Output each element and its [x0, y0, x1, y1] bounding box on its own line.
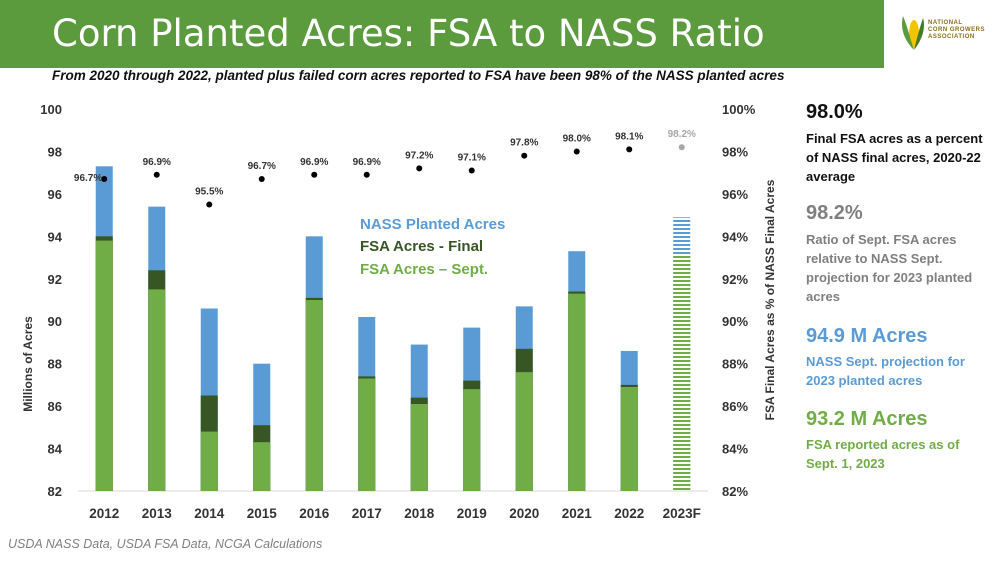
y-tick-label: 96 — [48, 187, 62, 202]
x-tick-label: 2014 — [194, 506, 225, 521]
x-tick-label: 2022 — [614, 506, 644, 521]
y2-tick-label: 82% — [722, 484, 748, 499]
x-tick-label: 2018 — [404, 506, 435, 521]
bar-fsa-sept — [358, 378, 376, 491]
ratio-label: 96.9% — [143, 157, 171, 168]
ratio-point — [626, 146, 633, 153]
y2-tick-label: 96% — [722, 187, 748, 202]
bar-fsa-sept — [410, 403, 428, 491]
legend-fsa-sept: FSA Acres – Sept. — [360, 261, 488, 278]
ncga-logo — [894, 10, 994, 62]
page-title: Corn Planted Acres: FSA to NASS Ratio — [52, 12, 765, 55]
legend-nass: NASS Planted Acres — [360, 216, 505, 233]
source-note: USDA NASS Data, USDA FSA Data, NCGA Calc… — [8, 537, 323, 551]
y2-tick-label: 92% — [722, 272, 748, 287]
x-tick-label: 2013 — [142, 506, 173, 521]
logo-text: NATIONAL CORN GROWERS ASSOCIATION — [928, 20, 985, 40]
ratio-point — [101, 176, 108, 183]
ratio-label: 98.2% — [668, 129, 696, 140]
ratio-label: 97.2% — [405, 150, 433, 161]
ratio-label: 98.0% — [563, 133, 591, 144]
bar-fsa-sept — [673, 253, 691, 491]
bar-fsa-sept — [515, 372, 533, 491]
ratio-label: 97.8% — [510, 138, 538, 149]
stat-text-1: Final FSA acres as a percent of NASS fin… — [806, 131, 983, 184]
x-tick-label: 2021 — [562, 506, 593, 521]
x-tick-label: 2017 — [352, 506, 382, 521]
y2-axis-label: FSA Final Acres as % of NASS Final Acres — [763, 179, 777, 420]
chart-subtitle: From 2020 through 2022, planted plus fai… — [52, 68, 785, 83]
chart-legend: NASS Planted Acres FSA Acres - Final FSA… — [360, 216, 505, 278]
bar-fsa-sept — [620, 387, 638, 491]
y-tick-label: 82 — [48, 484, 62, 499]
y-tick-label: 90 — [48, 314, 62, 329]
bar-fsa-sept — [95, 240, 113, 491]
ratio-point — [468, 167, 475, 174]
bar-chart: 82 84 86 88 90 92 94 96 98 100 82% 84% 86% 88% 90% 92%… — [21, 102, 777, 521]
stat-text-3: NASS Sept. projection for 2023 planted a… — [806, 354, 965, 388]
y-tick-label: 86 — [48, 399, 62, 414]
ratio-point — [678, 144, 685, 151]
stat-value-4: 93.2 M Acres — [806, 408, 928, 430]
ratio-label: 98.1% — [615, 131, 643, 142]
y2-tick-label: 98% — [722, 144, 748, 159]
y-tick-label: 88 — [48, 357, 62, 372]
ratio-point — [311, 171, 318, 178]
ratio-label: 95.5% — [195, 187, 223, 198]
bar-fsa-sept — [463, 389, 481, 491]
ratio-label: 96.9% — [300, 157, 328, 168]
x-tick-label: 2012 — [89, 506, 119, 521]
x-tick-label: 2019 — [457, 506, 487, 521]
title-bar — [0, 0, 884, 68]
y-axis-label: Millions of Acres — [21, 316, 35, 412]
corn-icon — [902, 16, 924, 50]
y2-tick-label: 86% — [722, 399, 748, 414]
bar-fsa-sept — [253, 442, 271, 491]
ratio-label: 96.9% — [353, 157, 381, 168]
y2-tick-label: 84% — [722, 442, 748, 457]
y2-tick-label: 100% — [722, 102, 756, 117]
ratio-label: 96.7% — [248, 161, 276, 172]
x-tick-label: 2015 — [247, 506, 278, 521]
ratio-point — [258, 176, 265, 183]
ratio-point — [416, 165, 423, 172]
ratio-point — [521, 152, 528, 159]
y2-tick-label: 88% — [722, 357, 748, 372]
bar-fsa-sept — [200, 431, 218, 491]
y-tick-label: 94 — [48, 229, 63, 244]
stat-text-4: FSA reported acres as of Sept. 1, 2023 — [806, 437, 960, 471]
y-tick-label: 98 — [48, 144, 62, 159]
y-tick-label: 84 — [48, 442, 63, 457]
ratio-label: 97.1% — [458, 153, 486, 164]
ratio-point — [153, 171, 160, 178]
y-tick-label: 92 — [48, 272, 62, 287]
stat-value-1: 98.0% — [806, 101, 863, 123]
y2-tick-label: 94% — [722, 229, 748, 244]
bar-fsa-sept — [568, 293, 586, 491]
stat-value-3: 94.9 M Acres — [806, 325, 928, 347]
ratio-label: 96.7% — [74, 173, 102, 184]
ratio-point — [363, 171, 370, 178]
bar-fsa-sept — [305, 300, 323, 491]
bar-fsa-sept — [148, 289, 166, 491]
stat-value-2: 98.2% — [806, 202, 863, 224]
y-tick-label: 100 — [40, 102, 62, 117]
legend-fsa-final: FSA Acres - Final — [360, 238, 483, 255]
stat-text-2: Ratio of Sept. FSA acres relative to NAS… — [806, 232, 973, 304]
x-tick-label: 2020 — [509, 506, 539, 521]
x-tick-label: 2016 — [299, 506, 330, 521]
ratio-point — [573, 148, 580, 155]
x-tick-label: 2023F — [663, 506, 701, 521]
ratio-point — [206, 201, 213, 208]
y2-tick-label: 90% — [722, 314, 748, 329]
